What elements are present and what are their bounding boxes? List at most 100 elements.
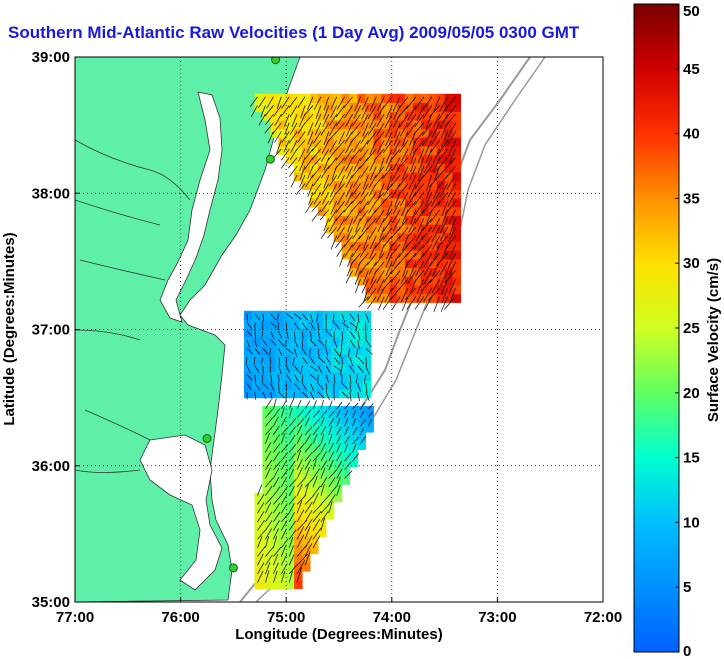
velocity-arrow (409, 261, 417, 277)
velocity-cell (452, 215, 461, 225)
velocity-cell (420, 145, 430, 156)
velocity-arrow (309, 348, 311, 357)
velocity-cell (397, 250, 406, 260)
velocity-cell (267, 345, 277, 355)
velocity-cell (294, 484, 303, 494)
velocity-arrow (381, 192, 393, 205)
velocity-arrow (353, 209, 361, 224)
velocity-cell (275, 328, 285, 338)
velocity-arrow (413, 244, 425, 258)
velocity-cell (354, 328, 364, 338)
velocity-arrow (321, 148, 330, 162)
colorbar-tick-label: 5 (683, 579, 691, 596)
velocity-cell (436, 128, 446, 138)
velocity-cell (317, 484, 327, 494)
velocity-cell (452, 293, 461, 303)
velocity-cell (262, 440, 271, 450)
velocity-arrow (405, 287, 417, 300)
velocity-cell (341, 458, 351, 468)
velocity-cell (333, 432, 343, 442)
velocity-arrow (349, 374, 352, 384)
velocity-cell (325, 145, 335, 156)
velocity-arrow (328, 418, 335, 427)
velocity-arrow (257, 570, 264, 583)
velocity-cell (412, 172, 422, 182)
velocity-cell (302, 484, 311, 494)
velocity-cell (286, 492, 295, 503)
velocity-arrow (296, 425, 303, 436)
velocity-arrow (431, 122, 441, 138)
velocity-cell (420, 206, 430, 216)
velocity-arrow (344, 426, 349, 436)
velocity-cell (420, 267, 430, 277)
velocity-arrow (304, 494, 315, 505)
velocity-arrow (362, 270, 369, 285)
velocity-cell (317, 458, 327, 468)
velocity-arrow (305, 174, 314, 188)
velocity-cell (349, 93, 359, 104)
velocity-arrow (448, 148, 456, 165)
velocity-cell (262, 544, 271, 555)
velocity-arrow (325, 357, 332, 365)
velocity-cell (286, 536, 295, 546)
velocity-cell (405, 137, 414, 147)
velocity-arrow (429, 252, 440, 267)
velocity-arrow (339, 252, 345, 267)
velocity-arrow (322, 114, 330, 128)
velocity-cell (365, 102, 374, 112)
velocity-arrow (280, 494, 288, 505)
velocity-cell (381, 250, 390, 260)
velocity-cell (349, 406, 359, 416)
velocity-cell (299, 362, 308, 373)
velocity-cell (357, 189, 366, 199)
velocity-arrow (352, 113, 361, 127)
velocity-cell (333, 406, 343, 416)
velocity-cell (283, 354, 293, 364)
velocity-arrow (390, 270, 401, 283)
velocity-cell (302, 440, 311, 450)
velocity-arrow (328, 209, 337, 223)
velocity-arrow (302, 356, 308, 365)
velocity-cell (397, 102, 406, 112)
velocity-arrow (288, 495, 297, 505)
velocity-arrow (273, 562, 279, 575)
velocity-cell (262, 536, 271, 546)
velocity-arrow (265, 417, 273, 427)
velocity-cell (436, 224, 446, 234)
velocity-arrow (344, 148, 353, 161)
velocity-arrow (246, 348, 253, 354)
velocity-cell (349, 215, 359, 225)
velocity-arrow (363, 287, 369, 303)
velocity-arrow (317, 365, 323, 374)
velocity-cell (444, 154, 454, 164)
velocity-arrow (437, 148, 448, 163)
velocity-arrow (311, 209, 322, 222)
velocity-arrow (323, 174, 330, 189)
velocity-arrow (393, 122, 401, 138)
velocity-cell (389, 102, 398, 112)
velocity-arrow (351, 192, 361, 205)
velocity-cell (362, 310, 372, 321)
velocity-cell (362, 345, 372, 355)
velocity-cell (270, 579, 279, 589)
velocity-arrow (302, 391, 309, 399)
velocity-cell (444, 111, 454, 121)
velocity-cell (349, 224, 359, 234)
velocity-cell (349, 102, 359, 112)
velocity-cell (452, 224, 461, 234)
velocity-cell (259, 310, 269, 321)
velocity-cell (397, 293, 406, 303)
velocity-cell (294, 518, 303, 529)
velocity-arrow (385, 148, 393, 164)
velocity-cell (317, 206, 327, 216)
velocity-cell (267, 319, 277, 329)
velocity-arrow (309, 391, 315, 400)
velocity-arrow (378, 226, 385, 242)
velocity-cell (294, 119, 303, 130)
velocity-arrow (265, 495, 274, 505)
velocity-arrow (362, 174, 369, 190)
velocity-cell (283, 388, 293, 399)
velocity-arrow (426, 183, 433, 199)
velocity-arrow (265, 450, 272, 462)
colorbar-tick-label: 10 (683, 514, 700, 531)
